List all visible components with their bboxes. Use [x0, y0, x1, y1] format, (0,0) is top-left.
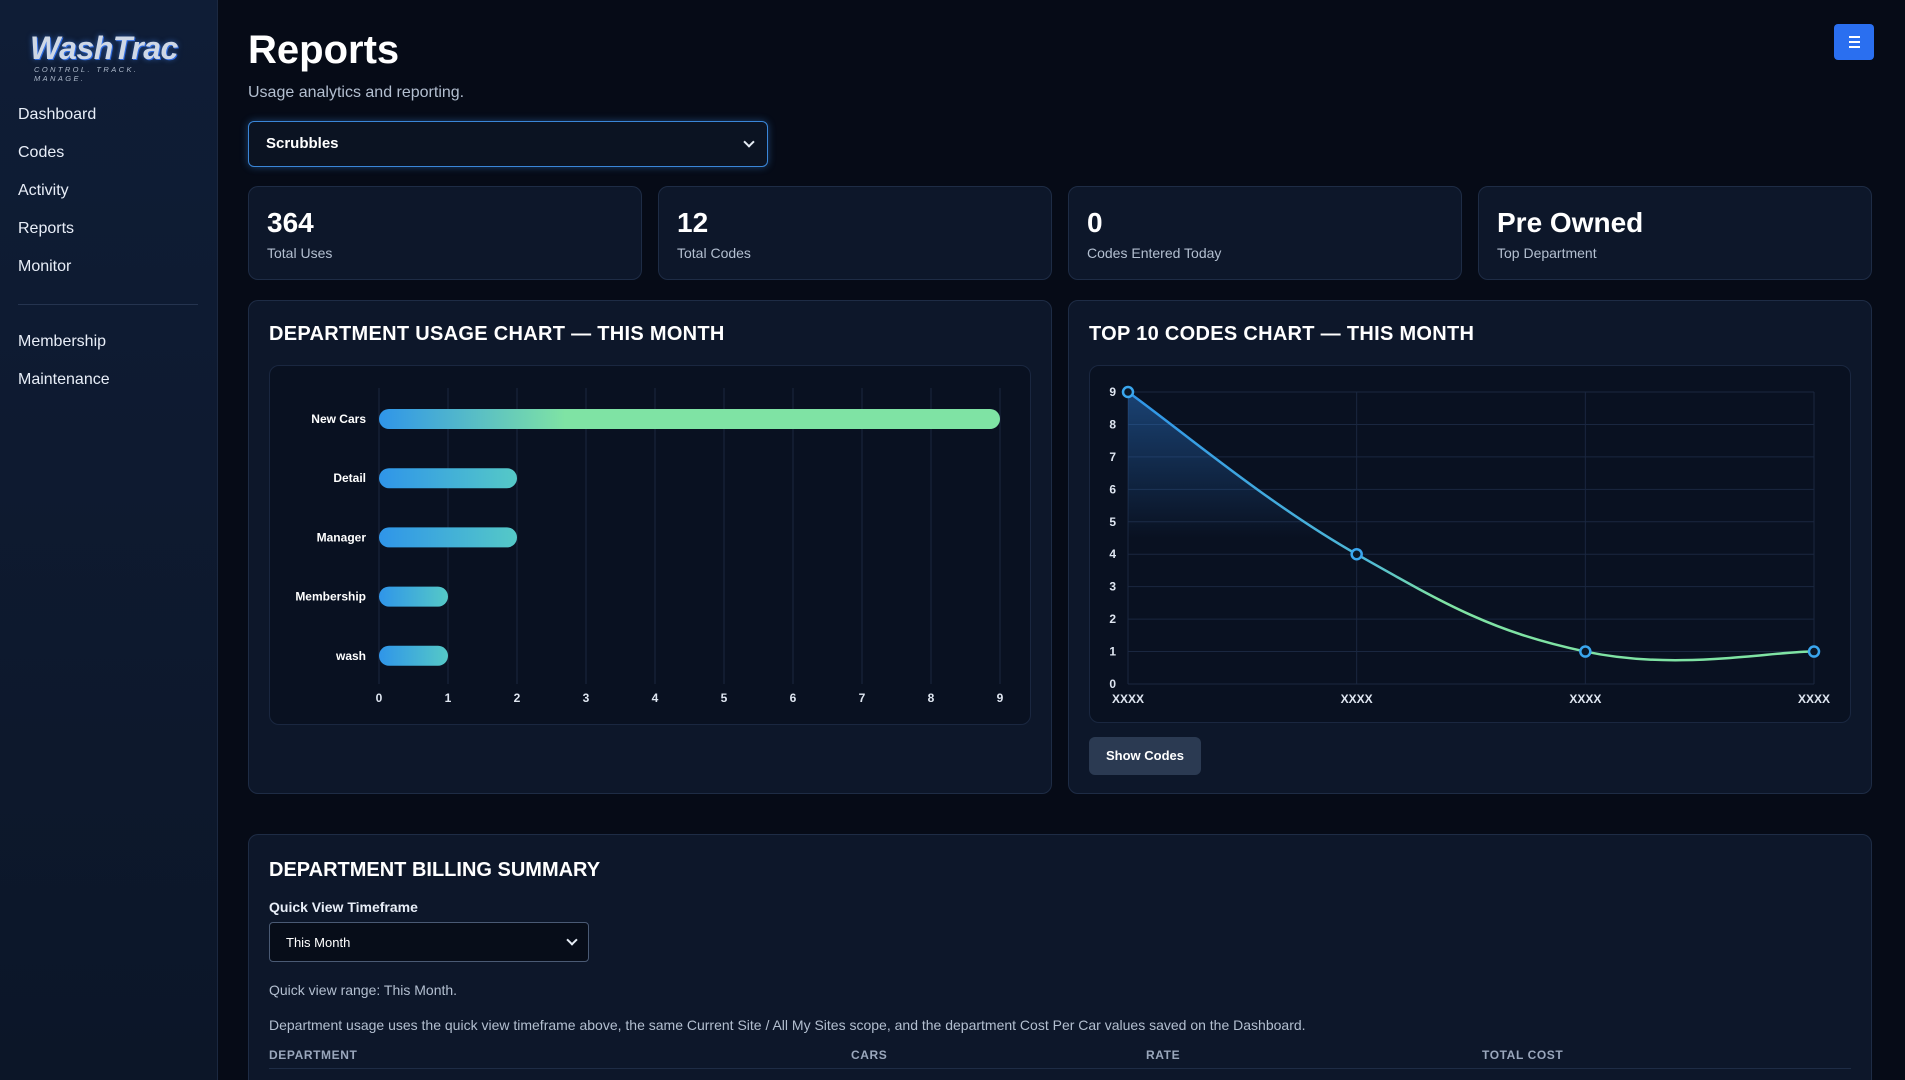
x-tick-label: 5	[721, 691, 728, 705]
department-chart-title: DEPARTMENT USAGE CHART — THIS MONTH	[269, 323, 725, 345]
sidebar-item-activity[interactable]: Activity	[18, 182, 69, 199]
bar	[379, 586, 448, 607]
data-point	[1579, 645, 1592, 658]
bar	[379, 527, 517, 548]
sidebar-item-codes[interactable]: Codes	[18, 144, 65, 161]
show-codes-button[interactable]: Show Codes	[1089, 737, 1201, 775]
hamburger-icon-line	[1848, 46, 1860, 48]
sidebar-item-monitor[interactable]: Monitor	[18, 258, 72, 275]
timeframe-label: Quick View Timeframe	[269, 899, 418, 915]
x-tick-label: 3	[583, 691, 590, 705]
stat-card-top-department: Pre Owned Top Department	[1478, 186, 1872, 280]
chevron-down-icon	[743, 136, 755, 148]
stat-label: Top Department	[1497, 245, 1597, 261]
y-tick-label: 5	[1109, 515, 1116, 529]
y-tick-label: 7	[1109, 450, 1116, 464]
stat-label: Total Codes	[677, 245, 751, 261]
x-tick-label: XXXX	[1569, 692, 1601, 706]
stat-label: Codes Entered Today	[1087, 245, 1222, 261]
washtrac-logo[interactable]: WashTrac CONTROL. TRACK. MANAGE.	[30, 30, 190, 83]
stat-value: Pre Owned	[1497, 207, 1644, 238]
sidebar-nav: Dashboard Codes Activity Reports Monitor…	[0, 96, 218, 399]
column-header-total-cost[interactable]: TOTAL COST	[1482, 1048, 1564, 1062]
logo-tagline: CONTROL. TRACK. MANAGE.	[34, 65, 139, 83]
department-usage-panel: DEPARTMENT USAGE CHART — THIS MONTH 0 1 2 3…	[248, 300, 1052, 794]
page-subtitle: Usage analytics and reporting.	[248, 84, 465, 101]
line-area-fill	[1128, 392, 1814, 684]
stat-value: 12	[677, 207, 709, 238]
y-tick-label: 8	[1109, 417, 1116, 431]
codes-chart-container: 0 1 2 3 4 5 6 7 8 9 XXXX XXXX XXXX XXXX	[1089, 365, 1851, 723]
billing-title: DEPARTMENT BILLING SUMMARY	[269, 859, 601, 881]
bar	[379, 645, 448, 666]
timeframe-select-value: This Month	[286, 935, 351, 950]
data-point	[1121, 385, 1135, 399]
department-usage-chart: 0 1 2 3 4 5 6 7 8 9 New Cars Detail Manager Membershi…	[295, 388, 1004, 705]
column-header-rate[interactable]: RATE	[1146, 1048, 1181, 1062]
y-tick-label: 3	[1109, 580, 1116, 594]
category-label: Detail	[333, 471, 366, 485]
top-codes-panel: TOP 10 CODES CHART — THIS MONTH 0 1 2 3 4 5 6 7…	[1068, 300, 1872, 794]
series-line	[1127, 390, 1815, 662]
top-codes-chart: 0 1 2 3 4 5 6 7 8 9 XXXX XXXX XXXX XXXX	[1109, 385, 1830, 706]
site-select-value: Scrubbles	[266, 135, 339, 152]
main-content: Reports Usage analytics and reporting. S…	[248, 0, 1874, 1080]
hamburger-icon	[1848, 36, 1860, 38]
data-point	[1350, 547, 1363, 561]
bar	[379, 409, 1000, 429]
menu-button[interactable]	[1834, 24, 1874, 60]
sidebar-item-maintenance[interactable]: Maintenance	[18, 371, 110, 388]
x-tick-label: 0	[376, 691, 383, 705]
bar	[379, 468, 517, 489]
y-tick-label: 0	[1109, 677, 1116, 691]
category-label: Membership	[295, 590, 366, 604]
x-tick-label: 9	[997, 691, 1004, 705]
stat-value: 364	[267, 207, 314, 238]
x-tick-label: 8	[928, 691, 935, 705]
sidebar-item-dashboard[interactable]: Dashboard	[18, 106, 97, 123]
range-note: Quick view range: This Month.	[269, 982, 458, 998]
sidebar: WashTrac CONTROL. TRACK. MANAGE. Dashboa…	[0, 0, 218, 1080]
hamburger-icon-line	[1848, 41, 1860, 43]
x-tick-label: 4	[652, 691, 659, 705]
column-header-department[interactable]: DEPARTMENT	[269, 1048, 358, 1062]
usage-note: Department usage uses the quick view tim…	[269, 1017, 1306, 1033]
x-tick-label: 2	[514, 691, 521, 705]
x-tick-label: 7	[859, 691, 866, 705]
y-tick-label: 4	[1109, 547, 1116, 561]
logo-wordmark: WashTrac	[30, 30, 178, 66]
sidebar-divider	[18, 304, 198, 305]
x-tick-label: XXXX	[1112, 692, 1144, 706]
stat-card-total-uses: 364 Total Uses	[248, 186, 642, 280]
stat-label: Total Uses	[267, 245, 333, 261]
billing-summary-panel: DEPARTMENT BILLING SUMMARY Quick View Ti…	[248, 834, 1872, 1080]
y-tick-label: 6	[1109, 482, 1116, 496]
category-label: New Cars	[311, 412, 366, 426]
chevron-down-icon	[566, 934, 578, 946]
data-point	[1807, 645, 1821, 658]
category-label: Manager	[317, 530, 367, 544]
site-select[interactable]: Scrubbles	[248, 121, 768, 167]
codes-chart-title: TOP 10 CODES CHART — THIS MONTH	[1089, 323, 1475, 345]
sidebar-item-reports[interactable]: Reports	[18, 220, 75, 237]
sidebar-item-membership[interactable]: Membership	[18, 333, 107, 350]
stat-value: 0	[1087, 207, 1103, 238]
page-title: Reports	[248, 28, 400, 72]
x-tick-label: XXXX	[1798, 692, 1830, 706]
timeframe-select[interactable]: This Month	[269, 922, 589, 962]
x-tick-label: XXXX	[1341, 692, 1373, 706]
y-tick-label: 1	[1109, 645, 1116, 659]
y-tick-label: 2	[1109, 612, 1116, 626]
table-header-divider	[269, 1068, 1851, 1069]
y-tick-label: 9	[1109, 385, 1116, 399]
department-chart-container: 0 1 2 3 4 5 6 7 8 9 New Cars Detail Manager Membershi…	[269, 365, 1031, 725]
category-label: wash	[335, 649, 366, 663]
x-tick-label: 6	[790, 691, 797, 705]
column-header-cars[interactable]: CARS	[851, 1048, 888, 1062]
stat-card-codes-today: 0 Codes Entered Today	[1068, 186, 1462, 280]
stat-card-total-codes: 12 Total Codes	[658, 186, 1052, 280]
x-tick-label: 1	[445, 691, 452, 705]
